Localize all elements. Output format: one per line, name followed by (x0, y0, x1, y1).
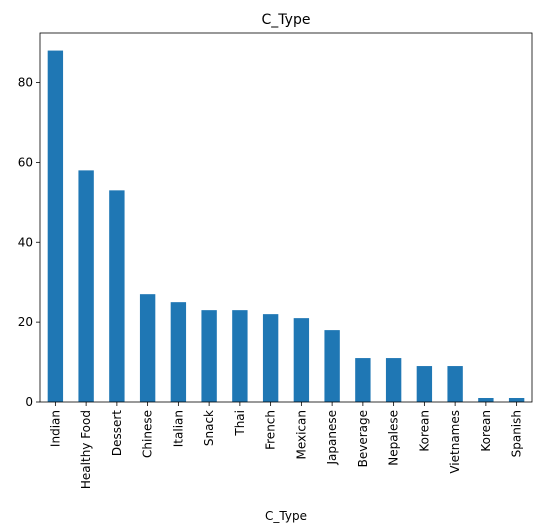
x-tick-label-5: Snack (202, 410, 216, 446)
bar-13 (447, 366, 463, 402)
bar-6 (232, 310, 248, 402)
bar-15 (508, 398, 525, 402)
chart-title: C_Type (262, 12, 311, 28)
x-tick-label-12: Korean (417, 410, 431, 452)
bar-9 (324, 330, 340, 402)
x-tick-label-14: Korean (479, 410, 493, 452)
x-tick-label-3: Chinese (141, 410, 155, 458)
x-tick-label-11: Nepalese (387, 410, 401, 466)
x-axis: Indian Healthy Food Dessert Chinese Italian S… (48, 402, 524, 489)
x-tick-label-8: Mexican (294, 410, 308, 460)
x-tick-label-1: Healthy Food (79, 410, 93, 489)
bars-group (47, 50, 525, 402)
bar-14 (478, 398, 494, 402)
x-tick-label-2: Dessert (110, 410, 124, 456)
bar-4 (170, 302, 187, 402)
x-tick-label-0: Indian (48, 410, 62, 447)
bar-10 (355, 358, 371, 402)
x-tick-label-4: Italian (171, 410, 185, 447)
x-tick-label-7: French (264, 410, 278, 450)
bar-2 (109, 190, 125, 402)
bar-1 (78, 170, 94, 402)
x-tick-label-10: Beverage (356, 410, 370, 467)
y-tick-label-3: 60 (18, 155, 33, 169)
y-tick-label-0: 0 (25, 395, 33, 409)
bar-8 (293, 318, 310, 402)
y-tick-label-4: 80 (18, 76, 33, 90)
bar-0 (47, 50, 64, 402)
x-tick-label-9: Japanese (325, 410, 339, 466)
x-tick-label-6: Thai (233, 410, 247, 437)
bar-5 (201, 310, 217, 402)
x-tick-label-13: Vietnames (448, 410, 462, 474)
bar-7 (262, 314, 279, 402)
bar-3 (139, 294, 156, 402)
bar-12 (416, 366, 433, 402)
bar-11 (385, 358, 402, 402)
y-tick-label-1: 20 (18, 315, 33, 329)
x-tick-label-15: Spanish (510, 410, 524, 457)
plot-frame (39, 32, 533, 403)
y-axis: 0 20 40 60 80 (18, 76, 40, 409)
x-axis-label: C_Type (265, 509, 307, 523)
y-tick-label-2: 40 (18, 235, 33, 249)
